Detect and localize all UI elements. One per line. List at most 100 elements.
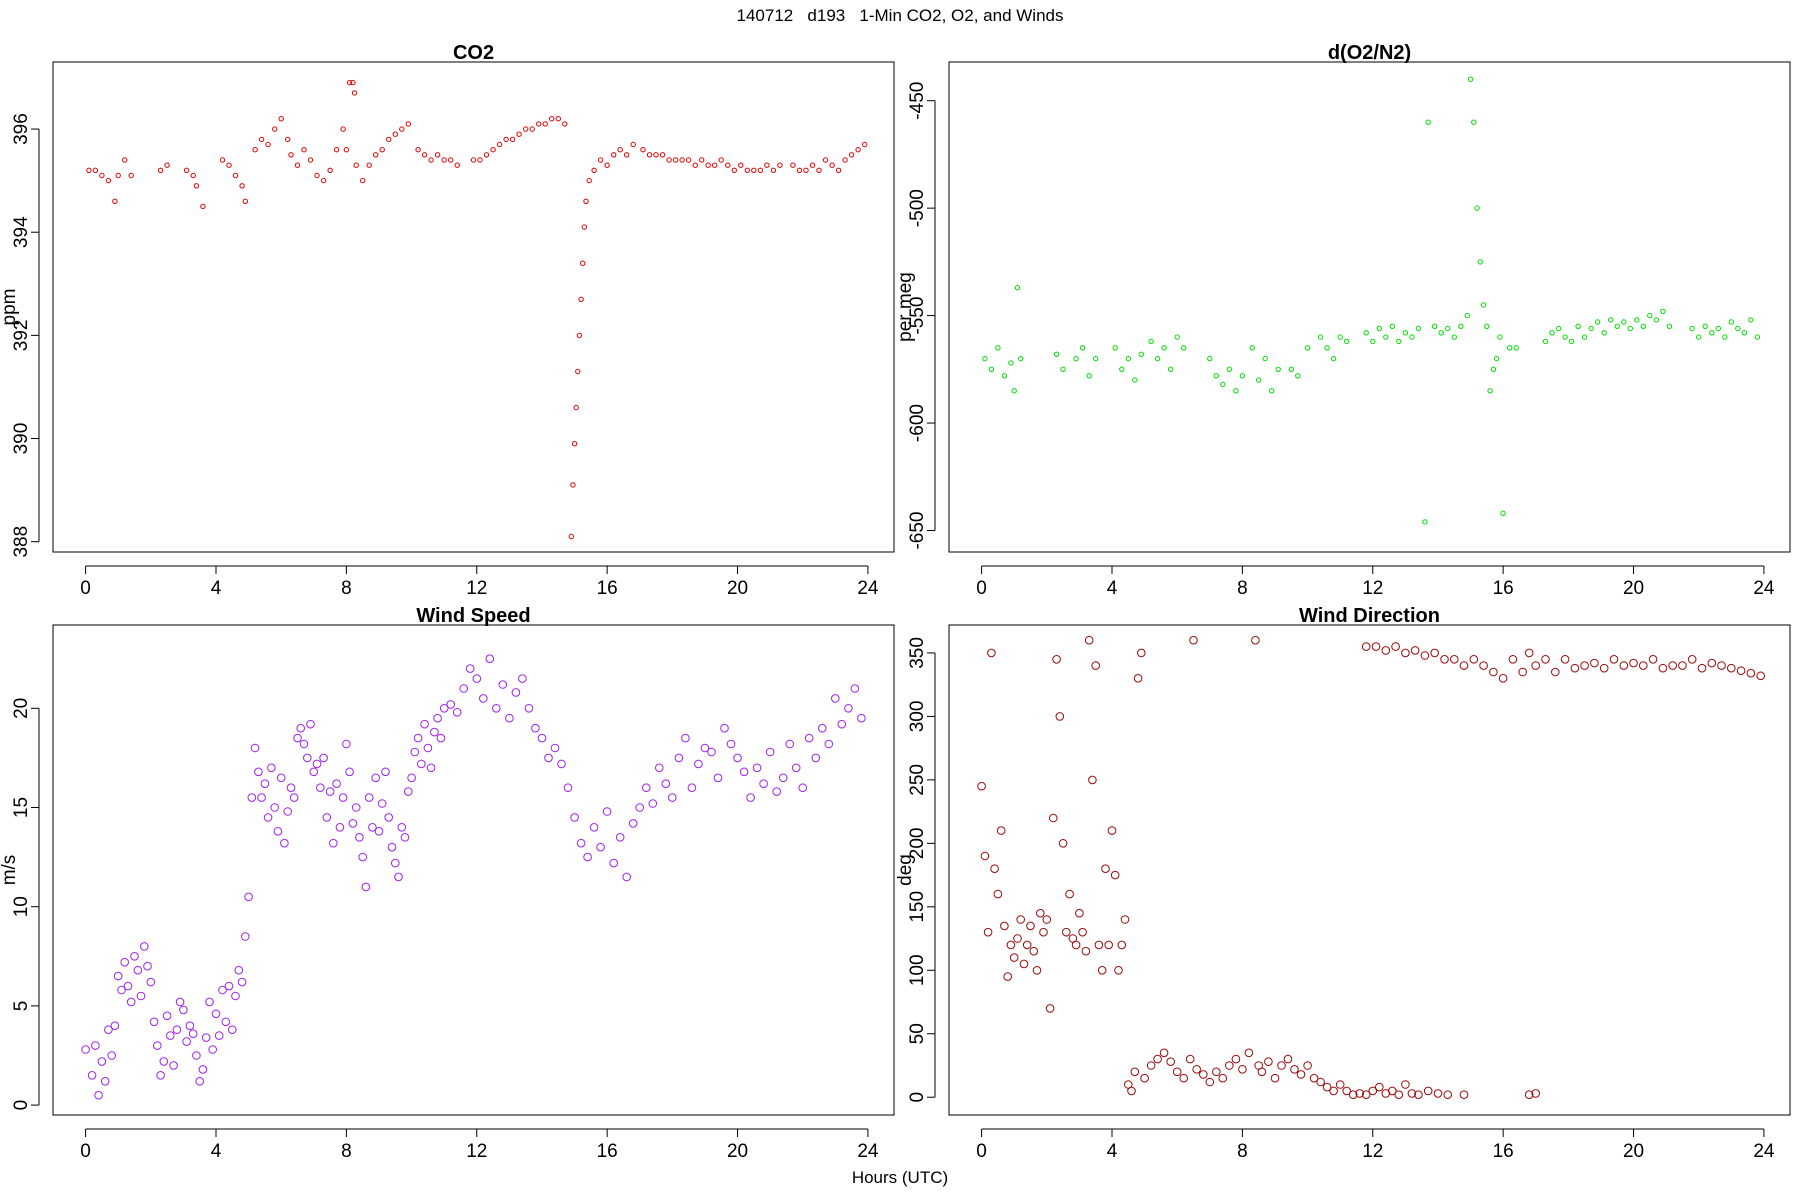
wind-speed-data-point	[439, 704, 449, 713]
wind-direction-data-point	[1531, 1089, 1540, 1098]
wind-direction-data-point	[1045, 1004, 1055, 1013]
co2-data-point	[659, 152, 666, 158]
wind-direction-data-point	[1727, 663, 1736, 673]
wind-speed-y-tick-label: 0	[11, 1100, 32, 1111]
co2-data-point	[454, 162, 460, 168]
o2n2-data-point	[1154, 355, 1161, 362]
wind-speed-x-tick-label: 4	[211, 1141, 222, 1162]
co2-data-point	[314, 172, 320, 179]
wind-direction-title: Wind Direction	[1299, 605, 1440, 627]
wind-direction-data-point	[1580, 661, 1589, 670]
wind-speed-data-point	[371, 773, 381, 783]
wind-speed-data-point	[368, 823, 377, 832]
wind-direction-y-tick-label: 300	[907, 701, 928, 733]
o2n2-data-point	[1467, 76, 1474, 82]
o2n2-data-point	[1161, 345, 1167, 351]
wind-direction-y-tick-label: 100	[907, 954, 928, 986]
o2n2-data-point	[1269, 388, 1275, 394]
wind-speed-y-axis-label: m/s	[0, 855, 20, 886]
wind-speed-data-point	[104, 1025, 113, 1034]
wind-direction-data-point	[1026, 921, 1035, 931]
wind-direction-data-point	[1218, 1073, 1228, 1083]
co2-data-point	[122, 157, 128, 163]
co2-data-point	[653, 152, 659, 158]
wind-direction-data-point	[983, 927, 993, 937]
wind-speed-data-point	[192, 1051, 201, 1060]
co2-data-point	[692, 162, 698, 168]
wind-speed-data-point	[120, 957, 129, 967]
wind-direction-data-point	[1508, 655, 1518, 664]
o2n2-y-tick-label: -650	[907, 511, 928, 549]
wind-speed-data-point	[198, 1065, 208, 1074]
wind-direction-data-point	[1019, 959, 1029, 969]
wind-direction-x-tick-label: 8	[1237, 1141, 1248, 1162]
wind-speed-data-point	[267, 763, 276, 773]
co2-y-tick-label: 396	[11, 113, 32, 145]
wind-direction-data-point	[1006, 940, 1016, 950]
o2n2-data-point	[1138, 351, 1145, 357]
o2n2-data-point	[1513, 345, 1519, 351]
wind-speed-data-point	[286, 783, 296, 793]
co2-data-point	[288, 152, 294, 158]
co2-data-point	[672, 157, 679, 163]
wind-direction-data-point	[1355, 1089, 1364, 1098]
wind-direction-data-point	[1146, 1061, 1156, 1070]
wind-direction-data-point	[1707, 658, 1717, 668]
o2n2-data-point	[1220, 381, 1226, 388]
co2-x-tick-label: 12	[466, 578, 487, 599]
co2-data-point	[516, 131, 522, 137]
wind-speed-data-point	[850, 684, 860, 693]
co2-data-point	[320, 177, 327, 184]
wind-speed-data-point	[358, 852, 368, 862]
o2n2-data-point	[1001, 373, 1008, 379]
wind-direction-x-tick-label: 4	[1107, 1141, 1118, 1162]
co2-data-point	[92, 167, 99, 174]
wind-direction-y-tick-label: 350	[907, 637, 928, 669]
wind-direction-data-point	[1270, 1073, 1280, 1083]
co2-x-tick-label: 0	[80, 578, 91, 599]
wind-direction-data-point	[1342, 1086, 1351, 1096]
wind-speed-data-point	[674, 753, 684, 763]
o2n2-data-point	[1018, 355, 1024, 362]
o2n2-data-point	[1213, 373, 1220, 379]
co2-data-point	[360, 177, 366, 184]
co2-data-point	[685, 157, 692, 163]
wind-speed-data-point	[231, 991, 240, 1001]
wind-direction-data-point	[1361, 642, 1371, 651]
co2-data-point	[523, 126, 529, 132]
wind-direction-data-point	[1137, 648, 1146, 658]
shared-x-axis-label: Hours (UTC)	[851, 1168, 949, 1187]
wind-direction-data-point	[1075, 908, 1084, 918]
wind-speed-data-point	[557, 759, 566, 769]
wind-direction-data-point	[1489, 667, 1498, 677]
wind-speed-data-point	[306, 719, 315, 729]
o2n2-data-point	[1389, 323, 1396, 329]
co2-data-point	[503, 136, 509, 143]
o2n2-data-point	[1256, 377, 1262, 383]
wind-speed-x-tick-label: 16	[597, 1141, 618, 1162]
o2n2-plot-frame	[948, 61, 1791, 553]
wind-speed-data-point	[550, 743, 560, 753]
wind-speed-data-point	[273, 827, 283, 836]
wind-speed-data-point	[182, 1037, 191, 1046]
co2-data-point	[405, 121, 411, 127]
co2-data-point	[580, 260, 586, 266]
co2-data-point	[285, 136, 291, 143]
wind-direction-data-point	[1329, 1086, 1338, 1096]
co2-data-point	[640, 147, 646, 153]
co2-data-point	[597, 157, 604, 163]
wind-direction-x-tick-label: 0	[976, 1141, 987, 1162]
wind-speed-data-point	[342, 739, 351, 749]
wind-direction-data-point	[996, 826, 1006, 835]
co2-data-point	[386, 136, 392, 143]
wind-direction-data-point	[1264, 1057, 1273, 1066]
o2n2-data-point	[1722, 334, 1728, 340]
wind-speed-data-point	[446, 700, 456, 709]
wind-direction-data-point	[1420, 651, 1430, 660]
co2-data-point	[366, 162, 372, 168]
wind-direction-data-point	[1678, 661, 1687, 670]
wind-direction-data-point	[1199, 1070, 1208, 1079]
co2-data-point	[624, 152, 630, 158]
wind-speed-data-point	[166, 1031, 175, 1040]
o2n2-data-point	[1458, 323, 1464, 329]
